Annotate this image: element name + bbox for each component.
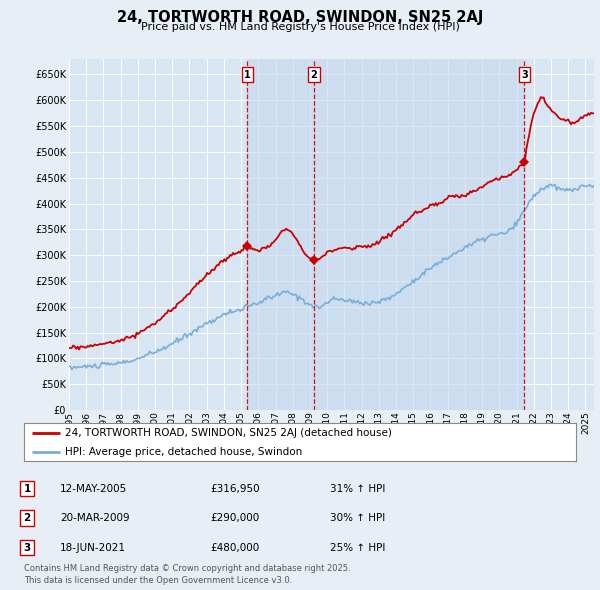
- Text: 30% ↑ HPI: 30% ↑ HPI: [330, 513, 385, 523]
- Text: HPI: Average price, detached house, Swindon: HPI: Average price, detached house, Swin…: [65, 447, 302, 457]
- Text: 20-MAR-2009: 20-MAR-2009: [60, 513, 130, 523]
- Text: Price paid vs. HM Land Registry's House Price Index (HPI): Price paid vs. HM Land Registry's House …: [140, 22, 460, 32]
- Text: 31% ↑ HPI: 31% ↑ HPI: [330, 484, 385, 493]
- Text: Contains HM Land Registry data © Crown copyright and database right 2025.
This d: Contains HM Land Registry data © Crown c…: [24, 565, 350, 585]
- Bar: [247, 59, 314, 410]
- Bar: [314, 59, 524, 410]
- Text: 12-MAY-2005: 12-MAY-2005: [60, 484, 127, 493]
- Text: £480,000: £480,000: [210, 543, 259, 552]
- Text: 2: 2: [23, 513, 31, 523]
- Text: 1: 1: [244, 70, 251, 80]
- Text: 3: 3: [521, 70, 528, 80]
- Text: 1: 1: [23, 484, 31, 493]
- Text: 24, TORTWORTH ROAD, SWINDON, SN25 2AJ (detached house): 24, TORTWORTH ROAD, SWINDON, SN25 2AJ (d…: [65, 428, 392, 438]
- Text: £316,950: £316,950: [210, 484, 260, 493]
- Text: 2: 2: [310, 70, 317, 80]
- Text: 24, TORTWORTH ROAD, SWINDON, SN25 2AJ: 24, TORTWORTH ROAD, SWINDON, SN25 2AJ: [117, 10, 483, 25]
- Text: £290,000: £290,000: [210, 513, 259, 523]
- Text: 3: 3: [23, 543, 31, 552]
- Text: 25% ↑ HPI: 25% ↑ HPI: [330, 543, 385, 552]
- Text: 18-JUN-2021: 18-JUN-2021: [60, 543, 126, 552]
